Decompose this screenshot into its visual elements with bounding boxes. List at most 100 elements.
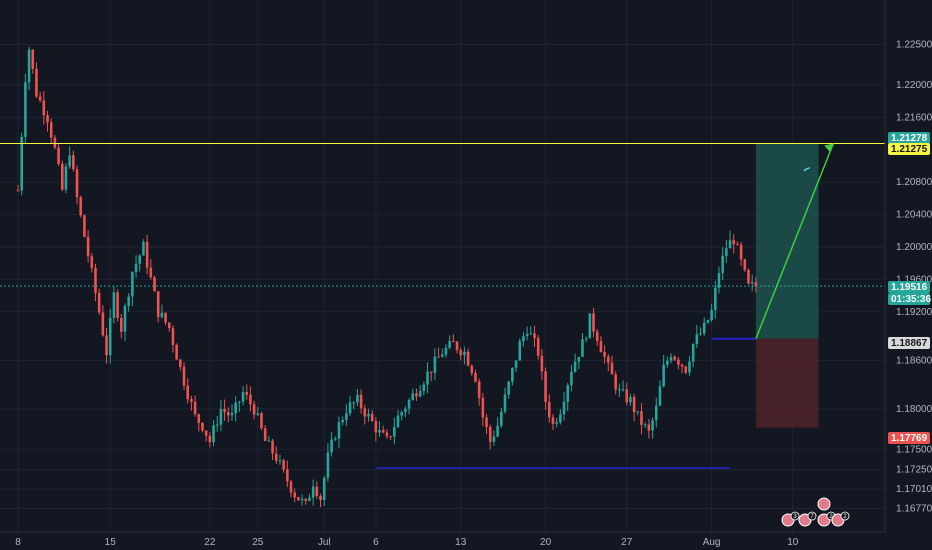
x-tick-label: 13 <box>455 537 467 548</box>
candle-body <box>370 413 374 421</box>
candle-body <box>282 460 285 470</box>
candle-body <box>175 344 178 360</box>
y-tick-label: 1.17010 <box>896 484 932 495</box>
event-count: 7 <box>810 514 814 520</box>
candle-body <box>525 334 529 337</box>
price-tag-label: 1.21275 <box>891 144 928 155</box>
candle-body <box>311 486 315 498</box>
candle-body <box>614 374 617 390</box>
candle-body <box>507 381 510 395</box>
candle-body <box>131 272 134 297</box>
stop-zone <box>755 338 819 428</box>
candle-body <box>53 137 57 148</box>
candle-body <box>481 397 485 418</box>
candle-body <box>57 147 60 164</box>
candle-body <box>717 273 721 288</box>
candle-body <box>411 393 415 400</box>
price-tag <box>888 132 930 144</box>
candle-body <box>293 492 296 498</box>
x-tick-label: 10 <box>787 537 799 548</box>
candle-body <box>267 440 271 442</box>
x-tick-label: 22 <box>204 537 216 548</box>
candle-body <box>632 396 636 413</box>
candle-body <box>647 424 651 431</box>
candle-body <box>322 477 326 500</box>
candle-body <box>186 385 190 400</box>
candle-body <box>599 340 603 353</box>
candle-body <box>750 282 754 284</box>
candle-body <box>212 425 215 443</box>
candle-body <box>607 356 610 363</box>
alert-icon <box>817 497 831 511</box>
price-tag <box>888 337 930 349</box>
candle-body <box>488 426 492 442</box>
candle-body <box>300 498 304 501</box>
candle-body <box>706 320 710 323</box>
candle-body <box>518 341 522 361</box>
y-tick-label: 1.20800 <box>896 177 932 188</box>
candle-body <box>252 404 256 415</box>
candle-body <box>625 389 629 403</box>
arrow-head-icon <box>824 143 834 152</box>
candle-body <box>201 422 204 431</box>
candle-body <box>127 296 130 306</box>
candle-body <box>673 356 676 360</box>
candle-body <box>97 292 101 313</box>
candle-body <box>418 391 422 397</box>
candle-body <box>167 322 171 329</box>
candle-body <box>629 396 632 403</box>
note-marker <box>803 167 810 172</box>
price-tag-label: 1.19516 <box>891 282 928 293</box>
y-tick-label: 1.18000 <box>896 404 932 415</box>
candle-body <box>367 413 370 417</box>
x-tick-label: 8 <box>15 537 21 548</box>
candle-body <box>230 413 234 416</box>
candle-body <box>319 495 322 500</box>
x-tick-label: 6 <box>373 537 379 548</box>
x-tick-label: Aug <box>703 537 721 548</box>
candle-body <box>551 417 555 424</box>
price-tag-label: 1.21278 <box>891 133 928 144</box>
candle-body <box>24 82 27 137</box>
candle-body <box>308 497 311 501</box>
candle-body <box>640 411 643 425</box>
candle-body <box>286 469 289 482</box>
candle-body <box>429 371 433 373</box>
candle-body <box>64 166 68 190</box>
candle-body <box>145 241 149 268</box>
candle-body <box>68 155 71 167</box>
candle-body <box>536 338 540 356</box>
candle-body <box>297 497 300 501</box>
candle-body <box>348 402 352 414</box>
candle-body <box>522 336 525 342</box>
candle-body <box>396 415 400 428</box>
candle-body <box>555 422 558 424</box>
candle-body <box>337 422 341 439</box>
candle-body <box>393 427 396 437</box>
candle-body <box>415 393 418 397</box>
candle-body <box>570 371 573 386</box>
event-count-badge <box>790 511 800 521</box>
candle-body <box>164 312 167 323</box>
candle-body <box>496 425 499 437</box>
candle-body <box>695 334 699 345</box>
y-tick-label: 1.16770 <box>896 504 932 515</box>
candle-body <box>452 341 455 343</box>
candle-body <box>747 269 750 284</box>
candle-body <box>566 385 570 402</box>
event-count: 2 <box>843 514 847 520</box>
candle-body <box>595 331 599 341</box>
candle-body <box>160 312 164 318</box>
candle-body <box>83 215 86 237</box>
candle-body <box>666 360 669 365</box>
candle-body <box>381 429 385 433</box>
candle-body <box>533 333 536 339</box>
candle-body <box>725 248 728 256</box>
x-tick-label: 15 <box>105 537 117 548</box>
candle-body <box>511 367 514 382</box>
price-tag <box>888 432 930 444</box>
candle-body <box>463 351 466 356</box>
candle-body <box>577 356 581 362</box>
